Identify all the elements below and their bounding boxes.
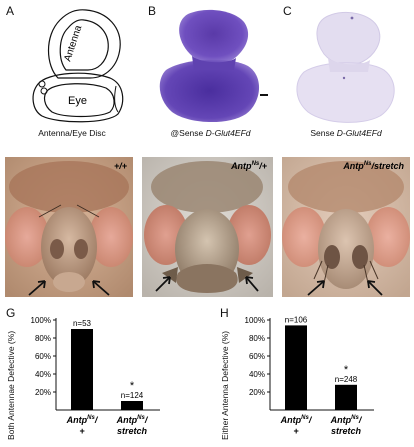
caption-c-gene: D-Glut4EFd <box>336 128 382 138</box>
chart-g-ytick-label: 40% <box>35 370 51 379</box>
chart-g-ytick-label: 60% <box>35 352 51 361</box>
chart-h-ytick-label: 40% <box>249 370 265 379</box>
caption-a: Antenna/Eye Disc <box>38 128 106 138</box>
caption-c: Sense D-Glut4EFd <box>282 128 410 138</box>
genotype-f-base: Antp <box>343 161 364 171</box>
chart-g-category-label-line2: + <box>79 426 85 436</box>
chart-g-ytick-label: 20% <box>35 388 51 397</box>
genotype-label-f: AntpNs/stretch <box>343 161 404 171</box>
chart-g-bar-1 <box>71 329 93 410</box>
chart-h-ytick-label: 80% <box>249 334 265 343</box>
caption-c-prefix: Sense <box>310 128 337 138</box>
chart-h-ytick-label: 60% <box>249 352 265 361</box>
panel-letter-g: G <box>6 306 16 320</box>
chart-g-ylabel: Both Antennae Defective (%) <box>6 330 16 440</box>
genotype-e-base: Antp <box>231 161 252 171</box>
chart-g-ytick-label: 100% <box>31 316 51 325</box>
eye-label: Eye <box>68 95 87 107</box>
chart-g-significance-star: * <box>130 380 135 392</box>
caption-b-prefix: @Sense <box>170 128 206 138</box>
chart-h-n-label: n=248 <box>335 375 358 384</box>
genotype-f-rest: /stretch <box>371 161 404 171</box>
chart-h-category-label-line2: stretch <box>331 426 362 436</box>
chart-h-ytick-label: 20% <box>249 388 265 397</box>
chart-h-category-label: AntpNs/ <box>280 415 313 425</box>
chart-h: 100%80%60%40%20%n=106AntpNs/+n=248*AntpN… <box>245 315 374 436</box>
fly-head-photo-wildtype: +/+ <box>5 157 133 297</box>
in-situ-sense-control-image <box>296 12 395 123</box>
genotype-e-rest: /+ <box>259 161 267 171</box>
chart-g-n-label: n=53 <box>73 319 92 328</box>
genotype-e-sup: Ns <box>251 161 260 167</box>
chart-g-ytick-label: 80% <box>35 334 51 343</box>
caption-b: @Sense D-Glut4EFd <box>148 128 273 138</box>
chart-g-category-label: AntpNs/ <box>66 415 99 425</box>
panel-letter-b: B <box>148 4 157 18</box>
chart-h-ytick-label: 100% <box>245 316 265 325</box>
panel-letter-h: H <box>220 306 229 320</box>
fly-head-photo-antp-ns: AntpNs/+ <box>142 157 273 297</box>
chart-h-bar-1 <box>285 325 307 410</box>
chart-g: 100%80%60%40%20%n=53AntpNs/+n=124*AntpNs… <box>31 316 160 436</box>
in-situ-antisense-image <box>159 9 268 123</box>
panel-letter-a: A <box>6 4 15 18</box>
genotype-f-sup: Ns <box>363 161 372 167</box>
antenna-eye-disc-diagram: Antenna Eye <box>32 9 124 123</box>
chart-g-bar-2 <box>121 401 143 410</box>
genotype-label-e: AntpNs/+ <box>231 161 267 171</box>
genotype-label-d: +/+ <box>113 161 127 171</box>
chart-h-significance-star: * <box>344 364 349 376</box>
chart-g-n-label: n=124 <box>121 391 144 400</box>
chart-h-category-label: AntpNs/ <box>330 415 363 425</box>
caption-b-gene: D-Glut4EFd <box>205 128 251 138</box>
chart-h-bar-2 <box>335 384 357 410</box>
chart-h-ylabel: Either Antenna Defective (%) <box>220 330 230 440</box>
chart-g-category-label: AntpNs/ <box>116 415 149 425</box>
fly-head-photo-antp-ns-stretch: AntpNs/stretch <box>282 157 410 297</box>
chart-g-category-label-line2: stretch <box>117 426 148 436</box>
antenna-label: Antenna <box>62 24 84 63</box>
panel-letter-c: C <box>283 4 292 18</box>
chart-h-n-label: n=106 <box>285 315 308 324</box>
chart-h-category-label-line2: + <box>293 426 299 436</box>
